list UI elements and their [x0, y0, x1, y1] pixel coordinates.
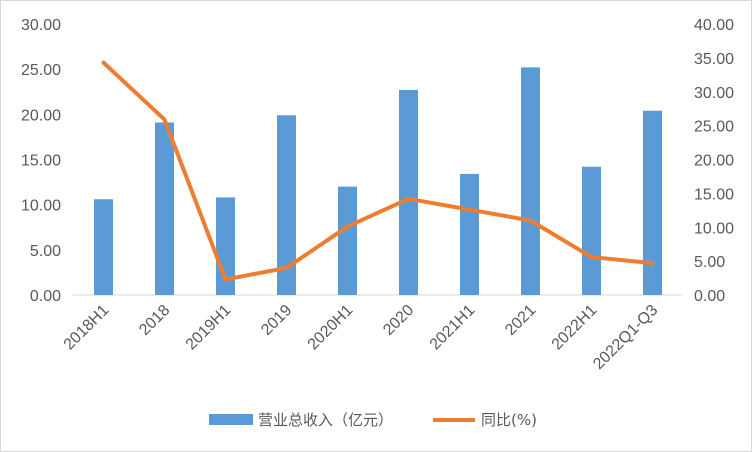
right-tick-label: 25.00 [694, 119, 734, 136]
right-tick-label: 20.00 [694, 153, 734, 170]
x-tick-label: 2018 [136, 302, 173, 339]
legend-line-label: 同比(%) [481, 411, 537, 429]
x-tick-label: 2021 [502, 302, 539, 339]
left-tick-label: 10.00 [21, 198, 61, 215]
x-axis-labels: 2018H1 2018 2019H1 2019 2020H1 2020 2021H1 2021… [61, 302, 662, 373]
revenue-bar [338, 186, 357, 295]
x-tick-label: 2021H1 [427, 302, 479, 354]
left-tick-label: 5.00 [30, 243, 61, 260]
revenue-bar [399, 89, 418, 296]
yoy-line [101, 60, 655, 282]
revenue-bar [643, 110, 662, 295]
x-tick-label: 2020 [380, 302, 417, 339]
right-tick-label: 35.00 [694, 51, 734, 68]
x-tick-label: 2022Q1-Q3 [590, 302, 661, 373]
right-tick-label: 5.00 [694, 254, 725, 271]
legend-bar-swatch [209, 414, 253, 425]
revenue-bar [582, 166, 601, 295]
right-axis-ticks: 0.00 5.00 10.00 15.00 20.00 25.00 30.00 35.00 40… [694, 17, 734, 305]
x-tick-label: 2022H1 [549, 302, 601, 354]
revenue-bar [277, 115, 296, 295]
left-tick-label: 30.00 [21, 17, 61, 34]
left-tick-label: 15.00 [21, 153, 61, 170]
revenue-bar [460, 173, 479, 295]
left-tick-label: 20.00 [21, 107, 61, 124]
left-axis-ticks: 0.00 5.00 10.00 15.00 20.00 25.00 30.00 [21, 17, 61, 305]
right-tick-label: 0.00 [694, 288, 725, 305]
legend: 营业总收入（亿元） 同比(%) [209, 411, 537, 429]
x-tick-label: 2019 [258, 302, 295, 339]
x-tick-label: 2019H1 [183, 302, 235, 354]
right-tick-label: 15.00 [694, 186, 734, 203]
revenue-bar [155, 122, 174, 295]
x-tick-label: 2018H1 [61, 302, 113, 354]
x-tick-label: 2020H1 [305, 302, 357, 354]
right-tick-label: 40.00 [694, 17, 734, 34]
legend-bar-label: 营业总收入（亿元） [258, 411, 393, 429]
right-tick-label: 10.00 [694, 220, 734, 237]
revenue-bar [94, 199, 113, 295]
revenue-bars [94, 62, 662, 296]
right-tick-label: 30.00 [694, 85, 734, 102]
revenue-bar [521, 67, 540, 295]
left-tick-label: 25.00 [21, 62, 61, 79]
left-tick-label: 0.00 [30, 288, 61, 305]
